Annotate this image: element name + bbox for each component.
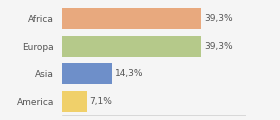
- Bar: [62, 63, 113, 84]
- Text: 14,3%: 14,3%: [115, 69, 144, 78]
- Bar: [62, 91, 87, 112]
- Bar: [62, 36, 201, 57]
- Bar: [62, 8, 201, 29]
- Text: 39,3%: 39,3%: [204, 42, 233, 51]
- Text: 39,3%: 39,3%: [204, 14, 233, 23]
- Text: 7,1%: 7,1%: [90, 97, 113, 106]
